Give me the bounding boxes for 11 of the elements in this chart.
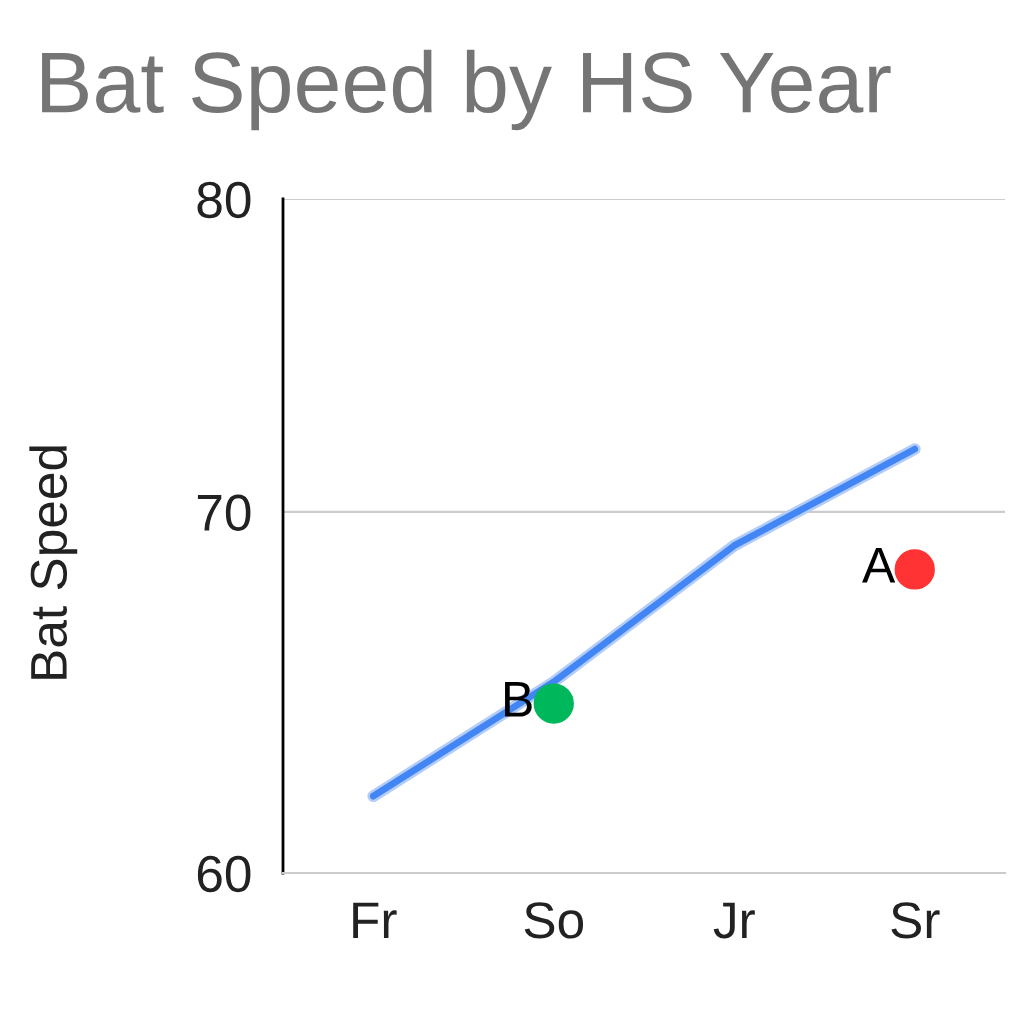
chart-title: Bat Speed by HS Year [42,49,891,131]
x-tick-label: Jr [713,902,755,939]
x-tick-label: So [524,902,584,939]
series-label: A [862,547,896,583]
series-label: B [505,682,532,717]
y-tick-label: 60 [197,855,251,893]
y-tick-label: 70 [197,494,251,531]
x-tick-label: Sr [891,902,940,939]
x-tick-label: Fr [353,902,397,939]
y-axis-title: Bat Speed [29,446,78,679]
y-tick-label: 80 [197,181,251,219]
